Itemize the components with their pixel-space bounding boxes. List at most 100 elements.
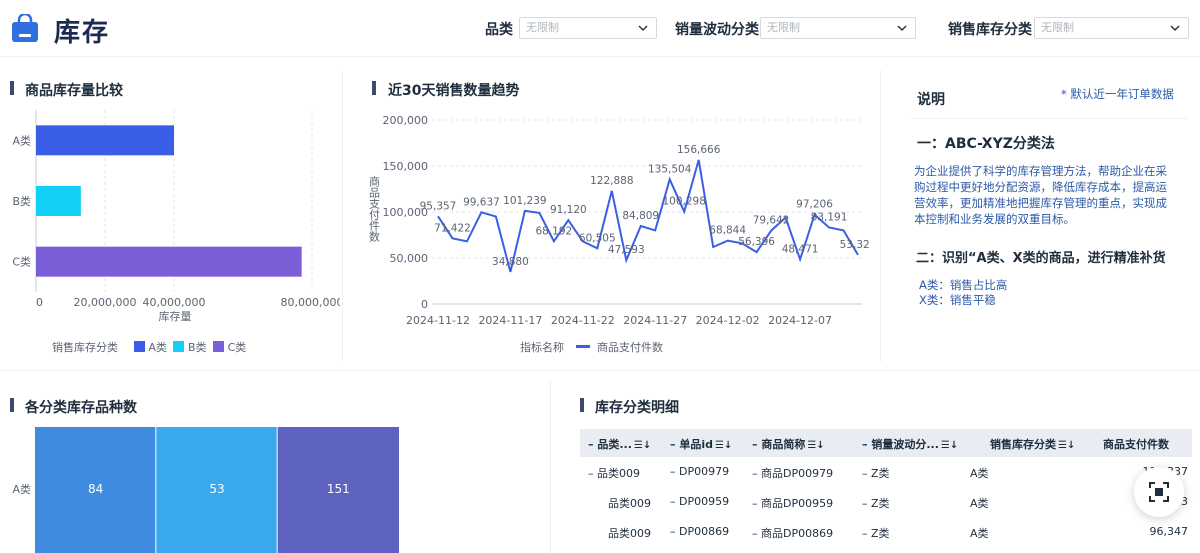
data-label: 91,120 xyxy=(550,204,587,216)
data-label: 48,471 xyxy=(782,243,819,255)
table-row[interactable]: 品类009 – DP00869 – 商品DP00869 – Z类 A类 96,3… xyxy=(608,525,1188,540)
notes-section1-title: 一：ABC-XYZ分类法 xyxy=(917,136,1055,152)
segment-label: 84 xyxy=(88,482,103,496)
legend-swatch xyxy=(173,341,185,352)
data-label: 97,206 xyxy=(796,199,833,211)
data-label: 71,422 xyxy=(434,222,471,234)
data-label: 56,396 xyxy=(738,236,775,248)
category-select-value: 无限制 xyxy=(526,21,559,34)
category-select[interactable]: 无限制 xyxy=(519,17,657,39)
notes-section1-text: 为企业提供了科学的库存管理方法，帮助企业在采购过程中更好地分配资源，降低库存成本… xyxy=(914,164,1167,226)
x-tick-label: 2024-12-02 xyxy=(696,314,760,327)
tick-label: 40,000,000 xyxy=(143,296,206,309)
data-label: 83,191 xyxy=(811,211,848,223)
section-marker xyxy=(10,81,14,95)
data-label: 53,320 xyxy=(840,239,870,251)
notes-line1: A类：销售占比高 xyxy=(919,278,1008,292)
fullscreen-icon xyxy=(1149,482,1169,502)
top-bar xyxy=(0,0,1200,57)
table-header: – 品类... ☰↓ – 单品id ☰↓ – 商品简称 ☰↓ – 销量波动分... ☰↓… xyxy=(580,429,1192,457)
x-tick-label: 2024-11-12 xyxy=(406,314,470,327)
legend-swatch xyxy=(575,345,590,348)
notes-section2-title: 二：识别“A类、X类的商品，进行精准补货 xyxy=(916,251,1166,266)
section-marker xyxy=(10,398,14,412)
section-marker xyxy=(372,81,376,95)
stock-compare-chart: A类 B类 C类 0 20,000,000 40,000,000 80,000,000 库… xyxy=(12,110,340,323)
filter-label-category: 品类 xyxy=(485,22,513,38)
variety-title: 各分类库存品种数 xyxy=(25,400,137,416)
x-tick-label: 2024-11-22 xyxy=(551,314,615,327)
column-header-stock-class[interactable]: 销售库存分类 ☰↓ xyxy=(990,438,1076,451)
legend-title: 指标名称 xyxy=(520,341,564,354)
filter-label-stock-class: 销售库存分类 xyxy=(948,22,1032,38)
fullscreen-button[interactable] xyxy=(1134,467,1184,517)
data-label: 95,357 xyxy=(420,200,457,212)
data-label: 122,888 xyxy=(590,175,633,187)
table-row[interactable]: 品类009 – DP00959 – 商品DP00959 – Z类 A类 96,3… xyxy=(608,495,1188,510)
data-label: 101,239 xyxy=(503,195,546,207)
y-tick-label: 200,000 xyxy=(383,114,429,127)
column-header-item-name[interactable]: – 商品简称 ☰↓ xyxy=(752,438,825,451)
panel-divider xyxy=(880,70,881,362)
bar-0 xyxy=(36,125,174,156)
table-row[interactable]: – 品类009 – DP00979 – 商品DP00979 – Z类 A类 11… xyxy=(588,465,1188,480)
category-label: A类 xyxy=(12,133,31,147)
y-tick-label: 50,000 xyxy=(390,252,429,265)
category-label: A类 xyxy=(12,482,31,496)
notes-title: 说明 xyxy=(917,92,945,108)
legend-title: 销售库存分类 xyxy=(52,341,118,354)
chevron-down-icon xyxy=(638,25,648,32)
chevron-down-icon xyxy=(1170,25,1180,32)
x-tick-label: 2024-12-07 xyxy=(768,314,832,327)
data-label: 60,505 xyxy=(579,232,616,244)
chevron-down-icon xyxy=(897,25,907,32)
notes-divider xyxy=(910,118,1188,119)
column-header-qty[interactable]: 商品支付件数 xyxy=(1103,438,1169,451)
volatility-select-value: 无限制 xyxy=(767,21,800,34)
y-tick-label: 100,000 xyxy=(383,206,429,219)
y-tick-label: 0 xyxy=(421,298,428,311)
legend-entry[interactable]: C类 xyxy=(227,341,247,354)
section-marker xyxy=(580,398,584,412)
segment-2 xyxy=(277,427,399,553)
column-header-volatility[interactable]: – 销量波动分... ☰↓ xyxy=(862,438,959,451)
segment-1 xyxy=(156,427,277,553)
segment-0 xyxy=(35,427,156,553)
legend-swatch xyxy=(212,341,224,352)
series-line-payment-count xyxy=(437,159,859,273)
data-label: 68,844 xyxy=(709,225,746,237)
data-label: 68,192 xyxy=(535,225,572,237)
legend-entry[interactable]: B类 xyxy=(188,341,207,354)
trend-legend: 指标名称 商品支付件数 xyxy=(520,339,663,355)
volatility-select[interactable]: 无限制 xyxy=(760,17,916,39)
column-header-item-id[interactable]: – 单品id ☰↓ xyxy=(670,438,733,451)
variety-chart: A类 84 53 151 xyxy=(12,427,399,553)
x-tick-label: 2024-11-17 xyxy=(478,314,542,327)
panel-divider xyxy=(342,70,343,362)
legend-entry[interactable]: A类 xyxy=(148,341,168,354)
legend-entry: 商品支付件数 xyxy=(597,341,663,354)
data-label: 99,637 xyxy=(463,196,500,208)
data-label: 79,642 xyxy=(753,215,790,227)
shopping-bag-icon xyxy=(12,14,38,42)
stock-class-select[interactable]: 无限制 xyxy=(1034,17,1189,39)
x-tick-label: 2024-11-27 xyxy=(623,314,687,327)
notes-line2: X类：销售平稳 xyxy=(919,293,996,307)
data-label: 84,809 xyxy=(622,210,659,222)
detail-title: 库存分类明细 xyxy=(595,400,679,416)
y-tick-label: 150,000 xyxy=(383,160,429,173)
column-header-category[interactable]: – 品类... ☰↓ xyxy=(588,438,652,451)
tick-label: 0 xyxy=(36,296,43,309)
segment-label: 53 xyxy=(209,482,224,496)
tick-label: 20,000,000 xyxy=(74,296,137,309)
y-axis-label: 商品支付件数 xyxy=(368,175,381,243)
stock-compare-legend: 销售库存分类 A类 B类 C类 xyxy=(52,339,246,355)
data-label: 34,880 xyxy=(492,256,529,268)
bar-2 xyxy=(36,246,302,277)
category-label: B类 xyxy=(12,194,31,208)
x-axis-label: 库存量 xyxy=(159,309,192,323)
data-label: 135,504 xyxy=(648,163,692,175)
legend-swatch xyxy=(133,341,145,352)
data-label: 100,298 xyxy=(662,196,705,208)
data-label: 156,666 xyxy=(677,144,721,156)
